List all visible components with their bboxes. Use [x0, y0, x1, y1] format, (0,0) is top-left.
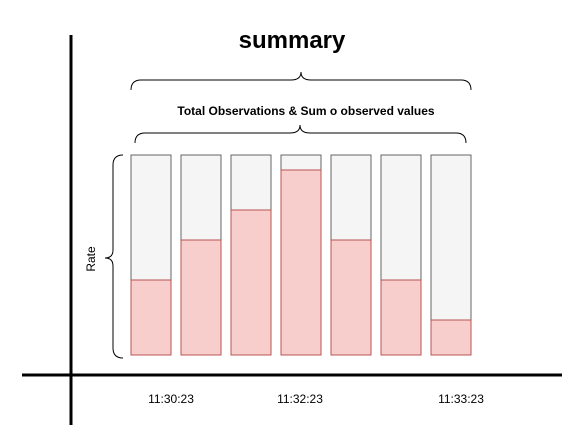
subtitle-brace	[134, 124, 467, 144]
title-brace	[130, 71, 472, 91]
bar-4	[280, 169, 322, 356]
bar-3	[230, 209, 272, 356]
tick-label-1: 11:30:23	[148, 392, 194, 406]
bar-6	[380, 279, 422, 356]
bar-7	[430, 319, 472, 356]
bar-1	[130, 279, 172, 356]
chart-title: summary	[239, 27, 346, 54]
bar-2	[180, 239, 222, 356]
y-axis-label: Rate	[84, 246, 98, 272]
bars-group	[130, 154, 472, 356]
y-brace	[104, 154, 124, 359]
tick-label-3: 11:33:23	[438, 392, 484, 406]
tick-label-2: 11:32:23	[277, 392, 323, 406]
bar-5	[330, 239, 372, 356]
chart-subtitle: Total Observations & Sum o observed valu…	[177, 104, 435, 118]
